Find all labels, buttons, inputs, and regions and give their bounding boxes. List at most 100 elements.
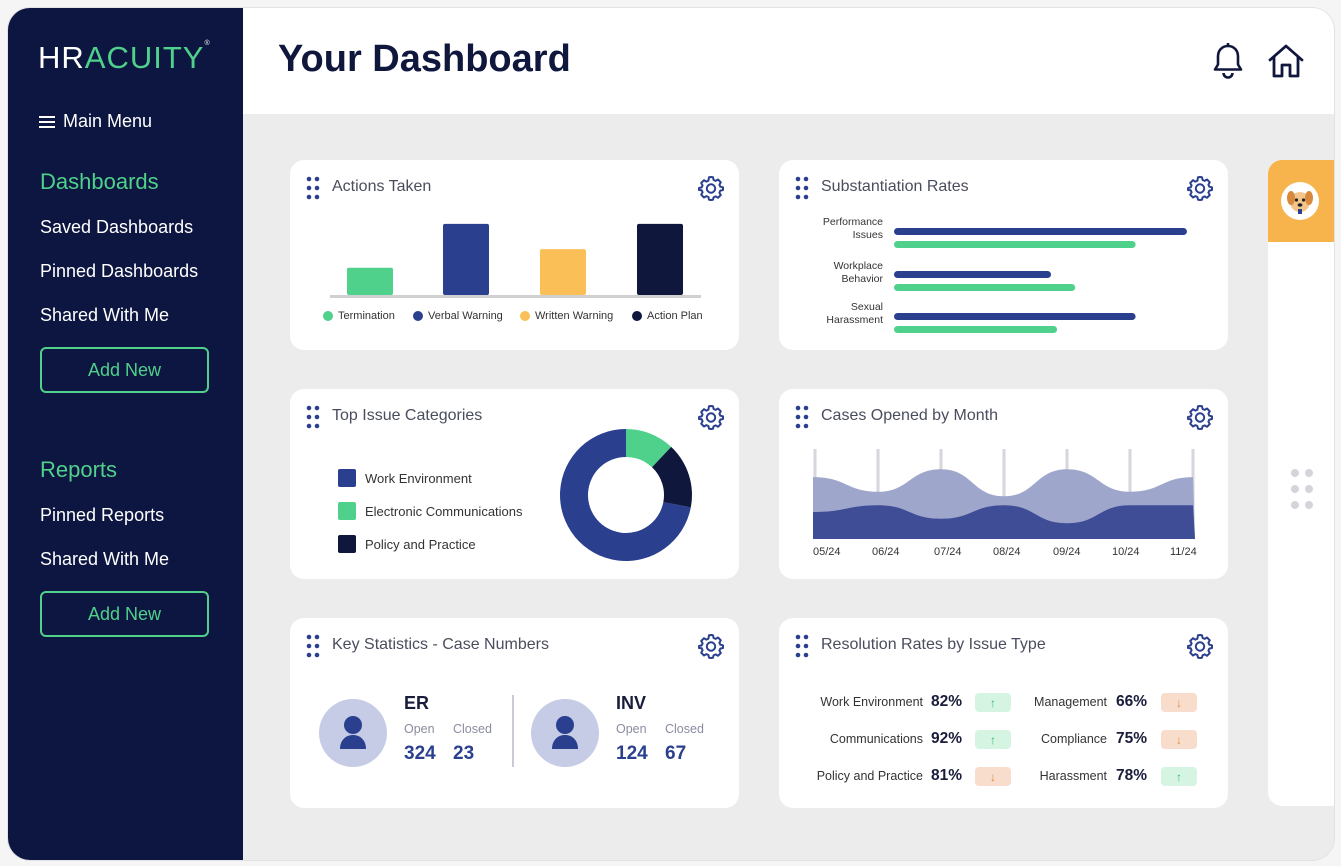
month-label: 09/24 <box>1053 546 1081 558</box>
legend-swatch <box>632 311 642 321</box>
open-label: Open <box>616 722 647 736</box>
sidebar-item-saved-dashboards[interactable]: Saved Dashboards <box>40 217 194 237</box>
month-label: 10/24 <box>1112 546 1140 558</box>
card-title: Resolution Rates by Issue Type <box>821 636 1046 653</box>
sidebar: HRACUITY® Main Menu Dashboards Saved Das… <box>8 8 243 860</box>
trend-up-icon: ↑ <box>975 693 1011 712</box>
legend-swatch <box>338 502 356 520</box>
legend-label: Policy and Practice <box>365 536 476 552</box>
hbar <box>894 284 1076 291</box>
logo-acuity: ACUITY <box>84 40 205 75</box>
month-label: 08/24 <box>993 546 1021 558</box>
trend-down-icon: ↓ <box>975 767 1011 786</box>
card-title: Actions Taken <box>332 178 432 195</box>
gear-icon[interactable] <box>1186 403 1214 431</box>
assistant-tab[interactable] <box>1268 160 1334 242</box>
resolution-label: Policy and Practice <box>816 769 923 783</box>
home-icon[interactable] <box>1266 42 1306 85</box>
legend-label: Written Warning <box>535 310 614 322</box>
bar-label-line: Behavior <box>841 273 883 285</box>
reports-section-title: Reports <box>40 457 118 482</box>
sidebar-item-pinned-dashboards[interactable]: Pinned Dashboards <box>40 261 199 281</box>
legend-item: Termination <box>323 310 395 322</box>
drag-handle-icon[interactable] <box>306 176 320 200</box>
card-title: Substantiation Rates <box>821 178 969 195</box>
bar-verbal-warning <box>443 223 489 295</box>
bar-termination <box>347 267 393 295</box>
gear-icon[interactable] <box>697 632 725 660</box>
donut-slice-work-environment <box>560 429 691 561</box>
stat-group-name: INV <box>616 693 647 713</box>
top-issue-categories-card: Top Issue Categories Work Environment El… <box>290 389 739 579</box>
bell-icon[interactable] <box>1211 42 1245 85</box>
card-title: Key Statistics - Case Numbers <box>332 636 549 653</box>
cases-area-chart <box>813 449 1195 539</box>
drag-handle-icon[interactable] <box>306 405 320 429</box>
bar-label-line: Harassment <box>826 314 883 326</box>
closed-label: Closed <box>665 722 704 736</box>
sidebar-item-shared-reports[interactable]: Shared With Me <box>40 549 170 569</box>
trend-down-icon: ↓ <box>1161 693 1197 712</box>
closed-label: Closed <box>453 722 492 736</box>
divider <box>512 695 514 767</box>
logo-hr: HR <box>38 40 85 75</box>
gear-icon[interactable] <box>1186 632 1214 660</box>
add-new-dashboard-button[interactable]: Add New <box>40 347 209 393</box>
legend-item: Electronic Communications <box>338 502 523 520</box>
legend-item: Action Plan <box>632 310 703 322</box>
resolution-percent: 66% <box>1116 693 1148 710</box>
legend-item: Policy and Practice <box>338 535 476 553</box>
resolution-label: Work Environment <box>820 695 923 709</box>
hamburger-icon <box>39 115 55 129</box>
drag-handle-icon[interactable] <box>795 176 809 200</box>
resolution-percent: 92% <box>931 730 963 747</box>
side-assistant-panel <box>1268 160 1334 806</box>
issue-donut-chart <box>560 429 692 561</box>
add-new-report-button[interactable]: Add New <box>40 591 209 637</box>
donut-slice-policy-and-practice <box>652 446 692 508</box>
month-label: 07/24 <box>934 546 962 558</box>
mascot-icon <box>1281 182 1319 220</box>
panel-drag-handle-icon[interactable] <box>1290 468 1314 510</box>
resolution-percent: 82% <box>931 693 963 710</box>
trend-up-icon: ↑ <box>1161 767 1197 786</box>
bar-label-line: Issues <box>852 229 883 241</box>
dashboard-frame: HRACUITY® Main Menu Dashboards Saved Das… <box>8 8 1334 860</box>
legend-swatch <box>338 469 356 487</box>
gear-icon[interactable] <box>1186 174 1214 202</box>
drag-handle-icon[interactable] <box>795 405 809 429</box>
resolution-label: Communications <box>829 732 923 746</box>
dashboards-section-title: Dashboards <box>40 169 159 194</box>
bar-written-warning <box>540 249 586 295</box>
trend-up-icon: ↑ <box>975 730 1011 749</box>
drag-handle-icon[interactable] <box>306 634 320 658</box>
open-count: 324 <box>404 743 436 764</box>
sidebar-item-pinned-reports[interactable]: Pinned Reports <box>40 505 165 525</box>
legend-item: Written Warning <box>520 310 613 322</box>
card-title: Top Issue Categories <box>332 407 483 424</box>
page-title: Your Dashboard <box>278 38 571 80</box>
hbar <box>894 326 1058 333</box>
trend-down-icon: ↓ <box>1161 730 1197 749</box>
bar-label-line: Performance <box>822 216 883 228</box>
resolution-percent: 75% <box>1116 730 1148 747</box>
avatar <box>319 699 387 767</box>
legend-swatch <box>323 311 333 321</box>
gear-icon[interactable] <box>697 403 725 431</box>
actions-taken-card: Actions Taken Termination Verbal Warning… <box>290 160 739 350</box>
stat-group-name: ER <box>404 693 430 713</box>
legend-swatch <box>338 535 356 553</box>
logo: HRACUITY® <box>38 40 211 76</box>
card-title: Cases Opened by Month <box>821 407 998 424</box>
drag-handle-icon[interactable] <box>795 634 809 658</box>
main-menu-button[interactable]: Main Menu <box>39 111 152 132</box>
bar-label: Sexual Harassment <box>783 301 883 327</box>
resolution-percent: 81% <box>931 767 963 784</box>
substantiation-rates-card: Substantiation Rates Performance Issues W… <box>779 160 1228 350</box>
avatar <box>531 699 599 767</box>
month-label: 05/24 <box>813 546 841 558</box>
sidebar-item-shared-dashboards[interactable]: Shared With Me <box>40 305 170 325</box>
open-label: Open <box>404 722 435 736</box>
gear-icon[interactable] <box>697 174 725 202</box>
bar-label: Workplace Behavior <box>783 260 883 286</box>
